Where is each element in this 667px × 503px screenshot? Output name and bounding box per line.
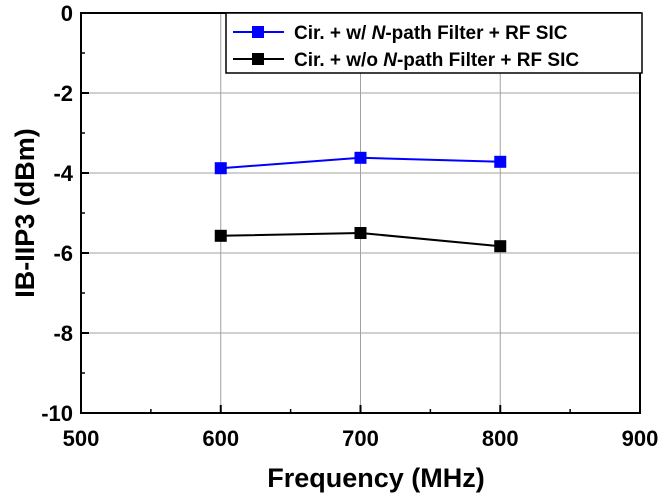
data-point bbox=[354, 151, 367, 164]
tick-labels: 500 600 700 800 900 0 -2 -4 -6 -8 -10 bbox=[41, 1, 658, 451]
grid bbox=[81, 13, 640, 413]
axis-ticks bbox=[80, 12, 641, 414]
y-axis-title: IB-IIP3 (dBm) bbox=[10, 128, 40, 298]
y-tick-label: -6 bbox=[53, 241, 73, 266]
y-tick-label: -4 bbox=[53, 161, 73, 186]
legend-label: Cir. + w/ N-path Filter + RF SIC bbox=[294, 23, 568, 44]
y-tick-label: -10 bbox=[41, 401, 73, 426]
legend-marker bbox=[252, 26, 264, 38]
legend-item-1: Cir. + w/ N-path Filter + RF SIC bbox=[233, 23, 568, 44]
data-point bbox=[494, 240, 507, 253]
y-tick-label: 0 bbox=[61, 1, 73, 26]
legend-box bbox=[225, 12, 643, 74]
series-layer bbox=[214, 151, 507, 253]
series-1 bbox=[214, 151, 507, 175]
x-tick-label: 700 bbox=[342, 426, 379, 451]
legend-marker bbox=[252, 53, 264, 65]
legend-label: Cir. + w/o N-path Filter + RF SIC bbox=[294, 50, 579, 71]
x-tick-label: 500 bbox=[63, 426, 100, 451]
data-point bbox=[354, 227, 367, 239]
x-tick-label: 600 bbox=[202, 426, 239, 451]
data-point bbox=[494, 155, 507, 168]
legend: Cir. + w/ N-path Filter + RF SIC Cir. + w… bbox=[225, 12, 643, 74]
legend-item-2: Cir. + w/o N-path Filter + RF SIC bbox=[233, 50, 579, 71]
data-point bbox=[214, 229, 227, 242]
data-point bbox=[214, 162, 227, 175]
x-tick-label: 800 bbox=[482, 426, 519, 451]
y-tick-label: -2 bbox=[53, 81, 73, 106]
series-2 bbox=[214, 227, 507, 253]
x-axis-title: Frequency (MHz) bbox=[267, 463, 485, 493]
x-tick-label: 900 bbox=[622, 426, 659, 451]
y-tick-label: -8 bbox=[53, 321, 73, 346]
